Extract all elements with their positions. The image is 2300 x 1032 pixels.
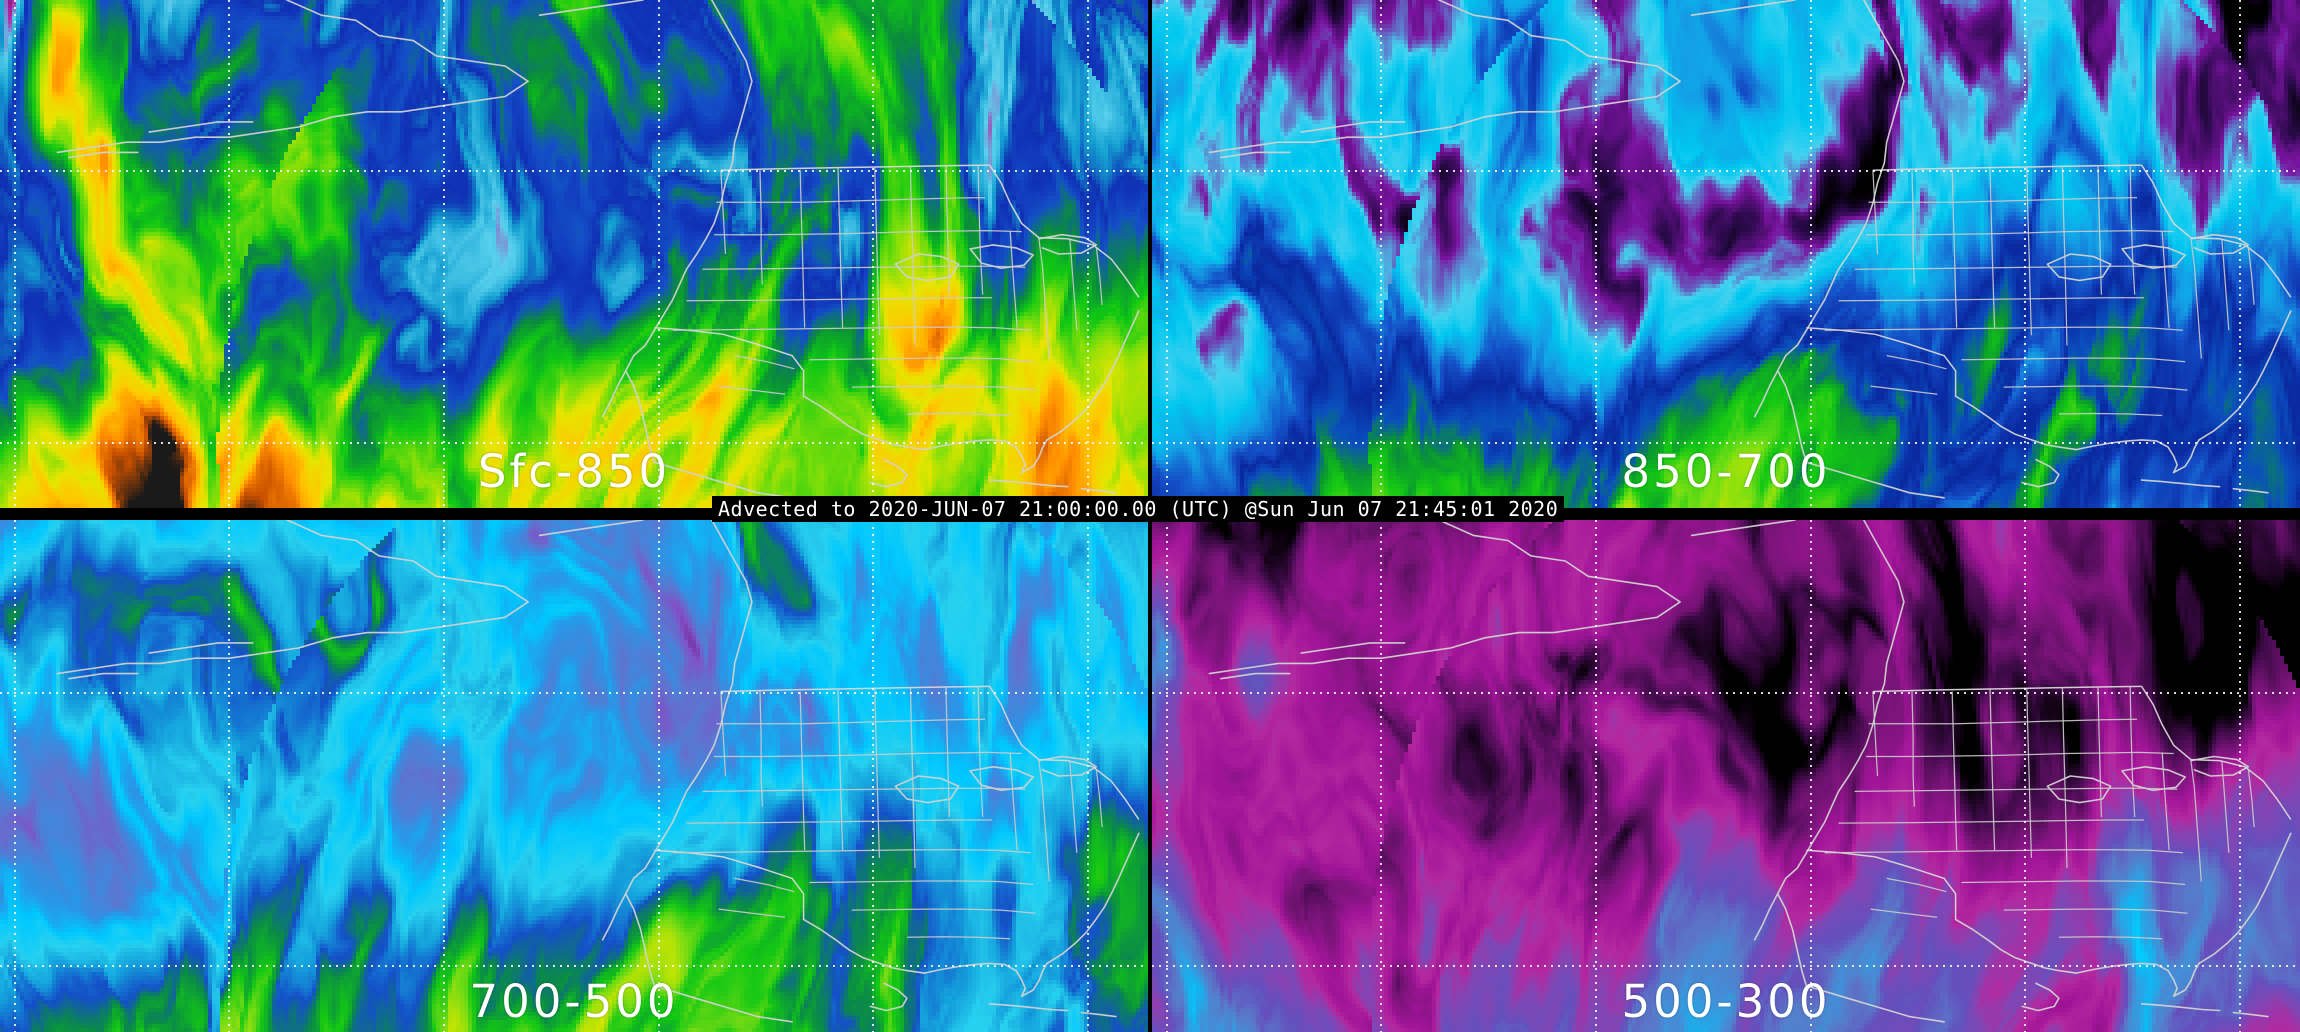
panel-500-300[interactable]: 500-300: [1152, 520, 2300, 1032]
timestamp-banner: Advected to 2020-JUN-07 21:00:00.00 (UTC…: [712, 496, 1565, 522]
precipitable-water-field-850-700: [1152, 0, 2300, 508]
panel-sfc-850[interactable]: Sfc-850: [0, 0, 1148, 508]
panel-700-500[interactable]: 700-500: [0, 520, 1148, 1032]
precipitable-water-field-500-300: [1152, 520, 2300, 1032]
precipitable-water-field-700-500: [0, 520, 1148, 1032]
panel-850-700[interactable]: 850-700: [1152, 0, 2300, 508]
precipitable-water-field-sfc-850: [0, 0, 1148, 508]
